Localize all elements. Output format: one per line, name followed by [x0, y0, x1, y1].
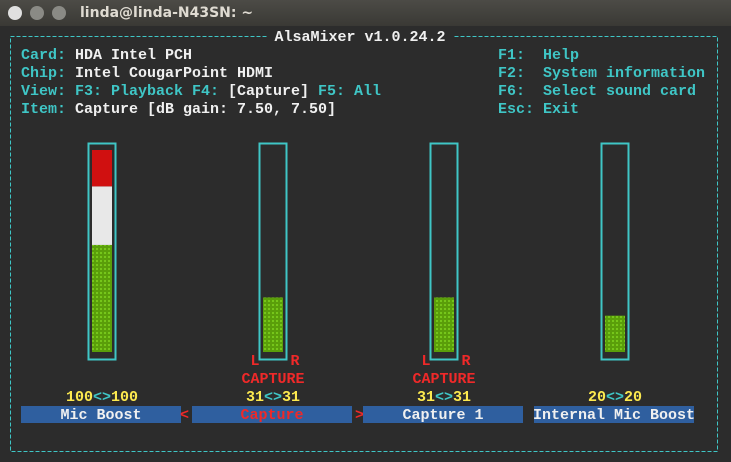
value-right: 31 [453, 389, 471, 406]
help-key: Esc: [498, 101, 534, 118]
selection-marker: > [355, 407, 364, 424]
view-option: F5: All [318, 83, 381, 100]
control-name-bg[interactable] [534, 406, 694, 423]
value-left: 31 [417, 389, 435, 406]
window-title: linda@linda-N43SN: ~ [80, 5, 253, 21]
volume-zone [434, 297, 454, 352]
view-option: F3: Playback [75, 83, 183, 100]
value-separator: <> [264, 389, 282, 406]
help-text: System information [543, 65, 705, 82]
value-separator: <> [606, 389, 624, 406]
help-key: F2: [498, 65, 525, 82]
help-text: Exit [543, 101, 579, 118]
capture-label: CAPTURE [241, 371, 304, 388]
help-key: F6: [498, 83, 525, 100]
control-name-bg[interactable] [21, 406, 181, 423]
capture-r: R [461, 353, 470, 370]
volume-frame [429, 142, 459, 361]
header-title: AlsaMixer v1.0.24.2 [274, 29, 445, 46]
value-right: 100 [111, 389, 138, 406]
value-left: 31 [246, 389, 264, 406]
volume-zone [263, 297, 283, 352]
info-label: Item: [21, 101, 66, 118]
volume-fill [605, 315, 625, 352]
control-name-bg[interactable] [363, 406, 523, 423]
value-left: 20 [588, 389, 606, 406]
value-separator: <> [93, 389, 111, 406]
value-left: 100 [66, 389, 93, 406]
capture-label: CAPTURE [412, 371, 475, 388]
info-label: Chip: [21, 65, 66, 82]
volume-fill [434, 297, 454, 352]
control-name: Capture 1 [402, 407, 483, 424]
info-label: View: [21, 83, 66, 100]
info-label: Card: [21, 47, 66, 64]
volume-frame [87, 142, 117, 361]
volume-zone [92, 244, 112, 352]
value-right: 20 [624, 389, 642, 406]
capture-r: R [290, 353, 299, 370]
title-bar [0, 0, 731, 26]
minimize-button[interactable] [30, 6, 44, 20]
volume-frame [258, 142, 288, 361]
control-name: Capture [240, 407, 303, 424]
frame [10, 36, 718, 452]
info-value: HDA Intel PCH [75, 47, 192, 64]
help-text: Select sound card [543, 83, 696, 100]
value-separator: <> [435, 389, 453, 406]
close-button[interactable] [8, 6, 22, 20]
volume-zone [92, 186, 112, 245]
header-bg [267, 28, 453, 46]
info-value: Intel CougarPoint HDMI [75, 65, 273, 82]
selection-marker: < [180, 407, 189, 424]
help-text: Help [543, 47, 579, 64]
control-name-bg[interactable] [192, 406, 352, 423]
volume-zone [92, 150, 112, 187]
capture-l: L [421, 353, 430, 370]
terminal [0, 26, 731, 462]
value-right: 31 [282, 389, 300, 406]
view-option: F4: [192, 83, 219, 100]
help-key: F1: [498, 47, 525, 64]
volume-fill [92, 150, 112, 352]
view-current: [Capture] [228, 83, 309, 100]
volume-frame [600, 142, 630, 361]
control-name: Mic Boost [60, 407, 141, 424]
info-value: Capture [dB gain: 7.50, 7.50] [75, 101, 336, 118]
volume-zone [605, 315, 625, 352]
control-name: Internal Mic Boost [533, 407, 695, 424]
volume-fill [263, 297, 283, 352]
maximize-button[interactable] [52, 6, 66, 20]
capture-l: L [250, 353, 259, 370]
